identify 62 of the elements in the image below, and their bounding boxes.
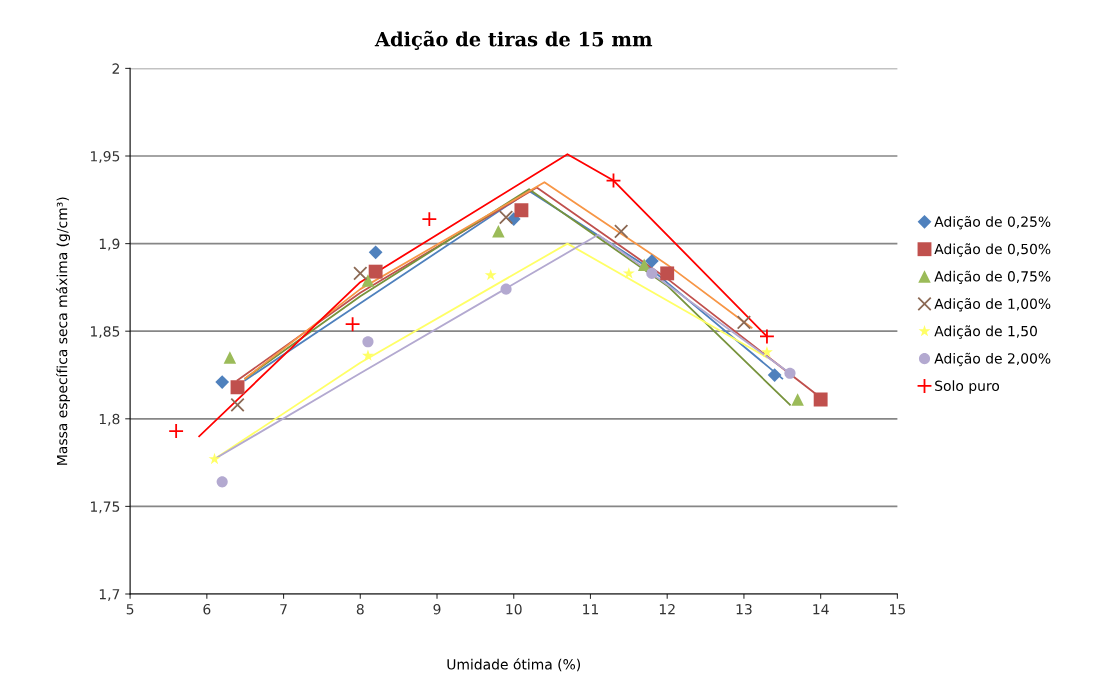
point (646, 267, 658, 279)
y-tick-label: 1,85 (90, 326, 120, 339)
point (622, 267, 635, 279)
point (421, 211, 438, 227)
y-tick-label: 1,7 (99, 589, 120, 601)
point (484, 268, 497, 281)
point (362, 349, 374, 361)
y-tick-label: 1,9 (99, 238, 120, 251)
x-tick-label: 6 (203, 603, 211, 615)
point (736, 315, 752, 330)
point (168, 423, 184, 439)
point (492, 225, 505, 238)
legend-label: Adição de 0,50% (934, 243, 1051, 257)
point (368, 245, 383, 260)
legend-label: Adição de 0,25% (934, 215, 1051, 230)
point (344, 316, 361, 333)
point (353, 266, 368, 281)
point (215, 375, 230, 389)
point (767, 368, 782, 382)
x-tick-label: 13 (736, 603, 752, 615)
point (216, 476, 228, 488)
x-tick-label: 10 (506, 603, 522, 615)
point (614, 224, 629, 239)
legend-label: Adição de 1,50 (934, 325, 1037, 339)
point (223, 351, 237, 364)
x-tick-label: 14 (813, 604, 829, 615)
x-tick-label: 5 (126, 604, 134, 615)
x-tick-label: 8 (356, 603, 364, 615)
point (759, 328, 775, 345)
x-tick-label: 9 (433, 603, 441, 615)
point (605, 172, 622, 189)
point (514, 203, 529, 218)
point (761, 345, 773, 358)
point (368, 264, 383, 279)
point (791, 393, 804, 406)
legend-label: Adição de 1,00% (934, 297, 1051, 312)
x-axis-title: Umidade ótima (%) (447, 658, 581, 672)
y-tick-label: 1,8 (99, 413, 120, 426)
x-tick-label: 12 (659, 603, 675, 615)
point (813, 392, 828, 407)
chart-title: Adição de tiras de 15 mm (374, 30, 653, 50)
point (637, 258, 651, 271)
y-tick-label: 1,95 (90, 150, 120, 163)
y-tick-label: 1,75 (90, 501, 120, 514)
legend-label: Adição de 0,75% (934, 270, 1051, 285)
y-tick-label: 2 (112, 63, 119, 74)
point (230, 397, 245, 412)
point (208, 452, 221, 465)
point (361, 274, 375, 287)
point (644, 254, 659, 268)
point (362, 336, 374, 348)
point (498, 210, 514, 225)
point (784, 367, 796, 379)
x-tick-label: 15 (890, 604, 906, 615)
point (230, 380, 245, 395)
x-tick-label: 7 (280, 604, 287, 615)
legend-label: Solo puro (935, 380, 1000, 394)
legend-label: Adição de 2,00% (934, 352, 1051, 367)
point (660, 266, 675, 281)
x-tick-label: 11 (583, 604, 599, 615)
point (500, 283, 512, 295)
y-axis-title: Massa específica seca máxima (g/cm³) (56, 197, 71, 465)
